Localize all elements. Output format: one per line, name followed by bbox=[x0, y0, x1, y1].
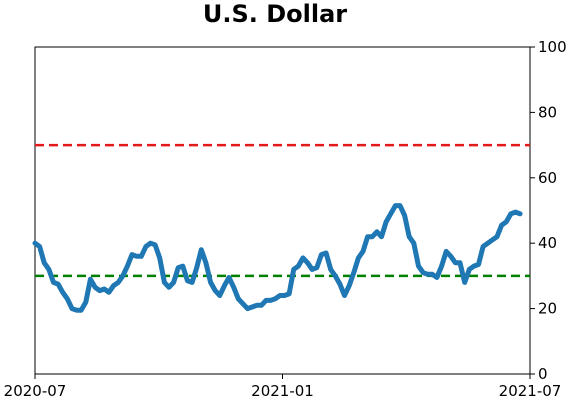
plot-frame bbox=[34, 46, 531, 375]
y-tick-label: 100 bbox=[538, 38, 567, 56]
x-tick-label: 2021-01 bbox=[251, 382, 314, 400]
y-tick-label: 0 bbox=[538, 365, 548, 383]
y-tick-label: 60 bbox=[538, 169, 557, 187]
x-tick-label: 2020-07 bbox=[4, 382, 67, 400]
chart-title: U.S. Dollar bbox=[203, 0, 347, 28]
y-tick-label: 20 bbox=[538, 300, 557, 318]
y-tick-label: 40 bbox=[538, 234, 557, 252]
data-line bbox=[32, 203, 523, 313]
x-tick-label: 2021-07 bbox=[499, 382, 562, 400]
y-tick-label: 80 bbox=[538, 103, 557, 121]
